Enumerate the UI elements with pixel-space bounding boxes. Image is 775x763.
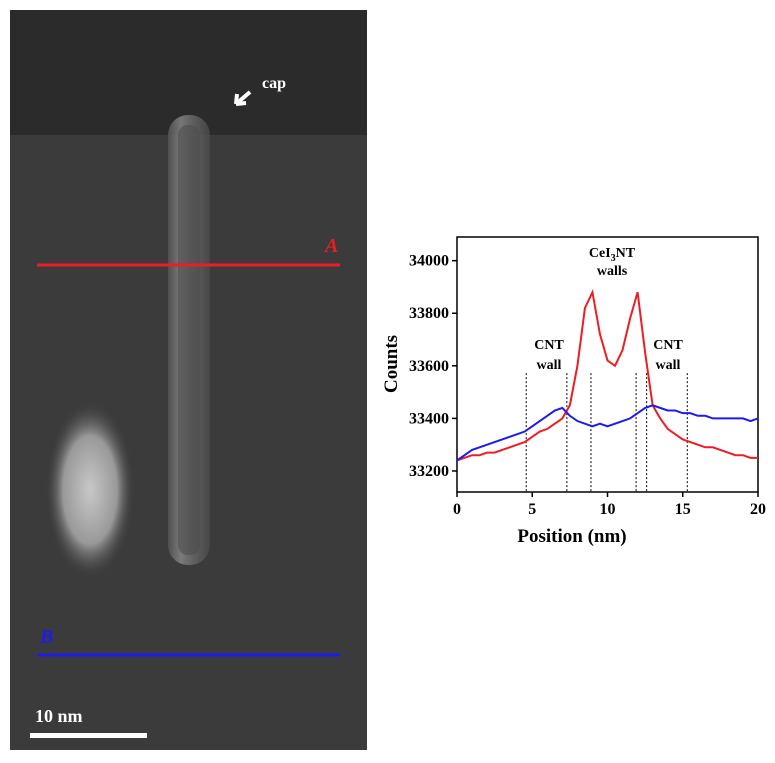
line-a-label: A <box>323 235 338 257</box>
y-tick-label: 33200 <box>409 463 449 480</box>
line-b-label: B <box>39 626 53 648</box>
annotation: walls <box>597 264 628 279</box>
annotation-part: NT <box>616 246 636 261</box>
annotation: CNT <box>653 338 683 353</box>
x-axis-label: Position (nm) <box>517 526 626 547</box>
image-top <box>10 10 367 135</box>
y-tick-label: 33800 <box>409 305 449 322</box>
nanotube-core <box>178 125 200 555</box>
y-axis-label: Counts <box>381 335 402 393</box>
x-tick-label: 15 <box>675 501 691 518</box>
cap-label: cap <box>262 75 286 92</box>
annotation-part: CeI <box>589 246 611 261</box>
scale-bar <box>30 733 147 738</box>
plot: Position (nm) Counts CNT wall CNT wall C… <box>381 236 766 547</box>
y-tick-label: 34000 <box>409 253 449 270</box>
y-tick-label: 33400 <box>409 410 449 427</box>
annotation: CeI3NT <box>589 246 636 264</box>
annotation: wall <box>656 358 681 373</box>
annotation: wall <box>537 358 562 373</box>
scale-label: 10 nm <box>35 706 83 726</box>
cap-arrow <box>234 90 252 106</box>
annotation-part: 3 <box>611 253 616 264</box>
y-tick-label: 33600 <box>409 358 449 375</box>
series-line <box>456 404 759 462</box>
x-tick-label: 20 <box>750 501 766 518</box>
x-tick-label: 0 <box>453 501 461 518</box>
x-tick-label: 5 <box>528 501 536 518</box>
annotation: CNT <box>534 338 564 353</box>
particle <box>45 400 135 580</box>
series-line <box>456 288 758 462</box>
micrograph: A B cap 10 nm <box>10 10 367 750</box>
x-tick-label: 10 <box>600 501 616 518</box>
